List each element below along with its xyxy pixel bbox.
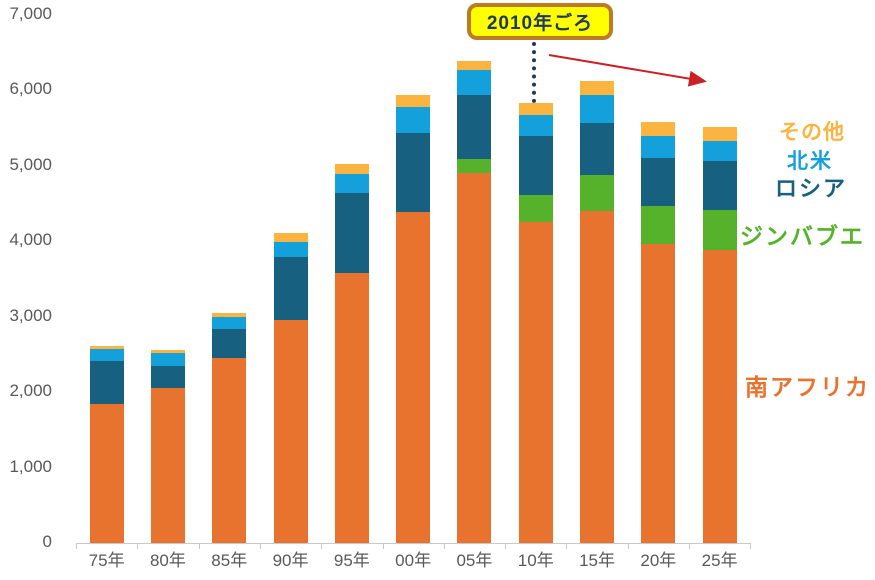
bar-segment-その他-85年[interactable]: [212, 313, 247, 317]
bar-segment-ロシア-90年[interactable]: [273, 257, 308, 321]
bar-segment-ロシア-80年[interactable]: [150, 365, 185, 389]
x-axis-tickmark: [137, 544, 139, 549]
bar-segment-その他-25年[interactable]: [702, 126, 737, 141]
bar-segment-その他-20年[interactable]: [641, 122, 676, 136]
x-axis-label-00年: 00年: [395, 551, 432, 570]
bar-segment-北米-80年[interactable]: [150, 353, 185, 366]
bar-segment-南アフリカ-15年[interactable]: [580, 211, 615, 543]
legend-label-south-africa: 南アフリカ: [745, 374, 870, 400]
y-axis-tick-label: 1,000: [9, 456, 52, 476]
y-axis-tick-label: 5,000: [9, 154, 52, 174]
x-axis-label-80年: 80年: [149, 551, 186, 570]
x-axis-label-95年: 95年: [333, 551, 370, 570]
x-axis-label-90年: 90年: [272, 551, 309, 570]
x-axis-tickmark: [321, 544, 323, 549]
bar-segment-その他-90年[interactable]: [273, 233, 308, 243]
bar-segment-北米-20年[interactable]: [641, 135, 676, 158]
x-axis-label-10年: 10年: [517, 551, 554, 570]
bar-segment-北米-25年[interactable]: [702, 140, 737, 162]
bar-segment-南アフリカ-25年[interactable]: [702, 250, 737, 543]
legend-label-russia: ロシア: [775, 176, 848, 201]
bar-segment-北米-85年[interactable]: [212, 316, 247, 329]
x-axis-tickmark: [259, 544, 261, 549]
bar-segment-ロシア-00年[interactable]: [396, 133, 431, 213]
y-axis-tick-label: 7,000: [9, 3, 52, 23]
callout-2010-label: 2010年ごろ: [486, 13, 594, 34]
trend-arrow-line: [548, 54, 707, 87]
x-axis-label-25年: 25年: [701, 551, 738, 570]
bar-segment-ジンバブエ-10年[interactable]: [518, 195, 553, 223]
y-axis-tick-label: 0: [42, 532, 52, 551]
y-axis-tick-label: 3,000: [9, 305, 52, 325]
bar-segment-北米-95年[interactable]: [334, 173, 369, 193]
x-axis-tickmark: [750, 544, 752, 549]
callout-2010-box[interactable]: 2010年ごろ: [467, 3, 613, 40]
bar-segment-南アフリカ-85年[interactable]: [212, 357, 247, 543]
bar-segment-その他-80年[interactable]: [150, 350, 185, 354]
bar-segment-ジンバブエ-25年[interactable]: [702, 210, 737, 251]
bar-segment-南アフリカ-75年[interactable]: [89, 404, 124, 543]
bar-segment-北米-15年[interactable]: [580, 94, 615, 123]
bar-segment-その他-10年[interactable]: [518, 103, 553, 115]
bar-segment-北米-90年[interactable]: [273, 242, 308, 258]
x-axis-label-85年: 85年: [211, 551, 248, 570]
bar-segment-北米-75年[interactable]: [89, 348, 124, 362]
bar-segment-その他-75年[interactable]: [89, 345, 124, 349]
x-axis-label-75年: 75年: [88, 551, 125, 570]
bar-segment-その他-95年[interactable]: [334, 164, 369, 174]
x-axis-line: [76, 543, 751, 544]
bar-segment-ロシア-95年[interactable]: [334, 192, 369, 274]
bar-segment-ロシア-10年[interactable]: [518, 136, 553, 196]
bar-segment-ロシア-05年[interactable]: [457, 94, 492, 159]
bar-segment-ロシア-20年[interactable]: [641, 157, 676, 206]
bar-segment-ジンバブエ-15年[interactable]: [580, 174, 615, 212]
bar-segment-ジンバブエ-20年[interactable]: [641, 205, 676, 245]
bar-segment-その他-05年[interactable]: [457, 61, 492, 70]
x-axis-label-05年: 05年: [456, 551, 493, 570]
bar-segment-ロシア-15年[interactable]: [580, 122, 615, 175]
bar-segment-南アフリカ-10年[interactable]: [518, 222, 553, 543]
bar-segment-北米-05年[interactable]: [457, 69, 492, 95]
bar-segment-ロシア-75年[interactable]: [89, 361, 124, 405]
bar-segment-南アフリカ-20年[interactable]: [641, 244, 676, 543]
x-axis-tickmark: [505, 544, 507, 549]
y-axis-tick-label: 4,000: [9, 230, 52, 249]
bar-segment-その他-15年[interactable]: [580, 81, 615, 95]
bar-segment-北米-00年[interactable]: [396, 107, 431, 134]
legend-label-other: その他: [779, 121, 845, 144]
bar-segment-南アフリカ-95年[interactable]: [334, 273, 369, 543]
callout-dotted-connector: [532, 42, 536, 103]
legend-label-north-america: 北米: [787, 150, 833, 173]
bar-segment-ロシア-85年[interactable]: [212, 328, 247, 358]
bar-segment-北米-10年[interactable]: [518, 114, 553, 137]
bar-segment-その他-00年[interactable]: [396, 95, 431, 108]
x-axis-label-15年: 15年: [579, 551, 615, 570]
x-axis-tickmark: [443, 544, 445, 549]
bar-segment-南アフリカ-90年[interactable]: [273, 320, 308, 543]
x-axis-tickmark: [627, 544, 629, 549]
y-axis-tick-label: 2,000: [9, 381, 52, 400]
bar-segment-南アフリカ-00年[interactable]: [396, 212, 431, 543]
legend-label-zimbabwe: ジンバブエ: [740, 223, 865, 249]
x-axis-tickmark: [198, 544, 200, 549]
x-axis-tickmark: [566, 544, 568, 549]
y-axis-tick-label: 6,000: [9, 79, 52, 98]
x-axis-label-20年: 20年: [640, 551, 677, 570]
bar-segment-ロシア-25年[interactable]: [702, 161, 737, 211]
x-axis-tickmark: [382, 544, 384, 549]
bar-segment-南アフリカ-05年[interactable]: [457, 173, 492, 543]
x-axis-tickmark: [689, 544, 690, 549]
bar-segment-ジンバブエ-05年[interactable]: [457, 158, 492, 174]
bar-segment-南アフリカ-80年[interactable]: [150, 388, 185, 543]
x-axis-tickmark: [76, 544, 77, 549]
